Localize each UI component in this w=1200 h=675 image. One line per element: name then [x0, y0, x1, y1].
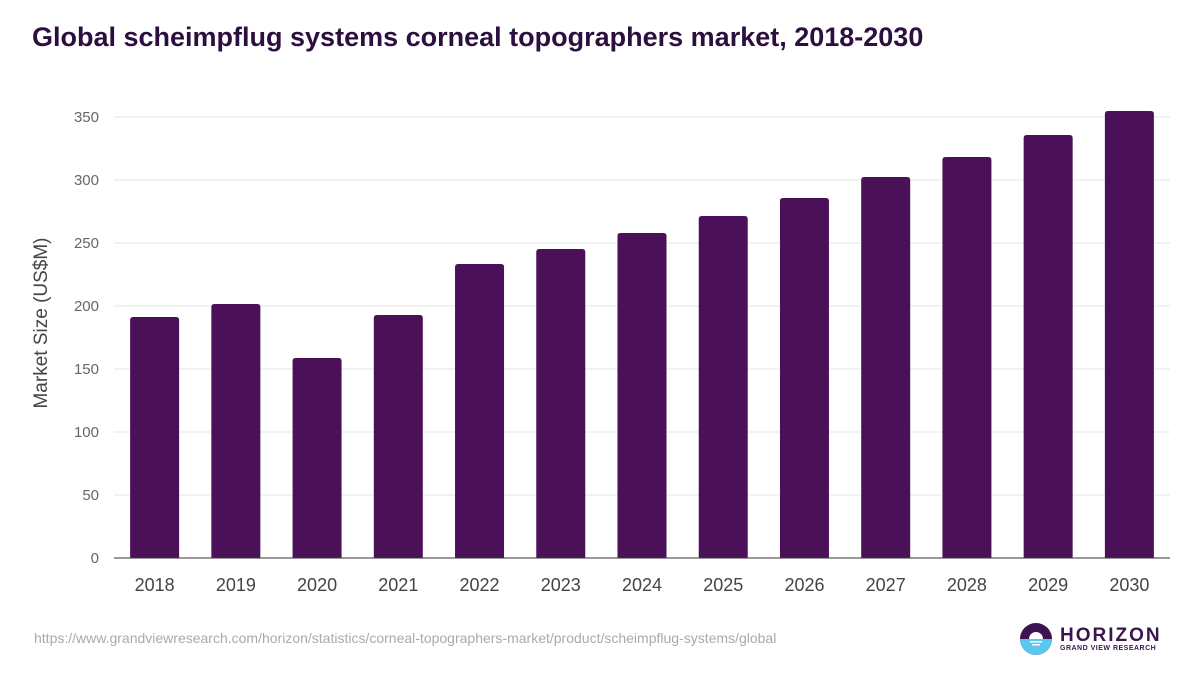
- x-tick-label: 2023: [541, 575, 581, 595]
- y-axis-label: Market Size (US$M): [31, 237, 52, 408]
- logo-name: HORIZON: [1060, 625, 1162, 646]
- x-tick-label: 2020: [297, 575, 337, 595]
- source-url[interactable]: https://www.grandviewresearch.com/horizo…: [34, 630, 777, 646]
- y-tick-label: 200: [74, 298, 99, 315]
- x-tick-label: 2028: [947, 575, 987, 595]
- bar-2030: [1104, 110, 1154, 559]
- bar-2019: [211, 303, 261, 558]
- bar-chart: 0 50 100 150 200 250 300 350 2018 2019 2020 2021 202…: [31, 109, 1170, 595]
- y-tick-label: 350: [74, 109, 99, 126]
- bar-2023: [536, 249, 586, 558]
- bar-2024: [617, 233, 667, 558]
- x-tick-label: 2019: [216, 575, 256, 595]
- x-tick-label: 2030: [1109, 575, 1149, 595]
- bar-2021: [373, 314, 423, 558]
- bar-2022: [455, 264, 505, 558]
- bar-2027: [861, 176, 911, 558]
- bar-2026: [779, 198, 829, 558]
- bar-2020: [292, 358, 342, 558]
- x-tick-label: 2022: [460, 575, 500, 595]
- horizon-logo-icon: [1020, 623, 1052, 655]
- logo-subtitle: GRAND VIEW RESEARCH: [1060, 645, 1157, 652]
- x-tick-label: 2021: [378, 575, 418, 595]
- bar-2025: [698, 216, 748, 558]
- bar-2018: [130, 316, 180, 558]
- y-tick-label: 50: [82, 487, 99, 504]
- x-tick-label: 2029: [1028, 575, 1068, 595]
- chart-title: Global scheimpflug systems corneal topog…: [32, 22, 924, 52]
- y-tick-label: 300: [74, 172, 99, 189]
- x-tick-label: 2026: [784, 575, 824, 595]
- bar-2028: [942, 156, 992, 558]
- bar-2029: [1023, 135, 1073, 558]
- y-tick-label: 0: [91, 550, 99, 567]
- horizon-logo: HORIZON GRAND VIEW RESEARCH: [1020, 623, 1162, 655]
- x-tick-label: 2018: [135, 575, 175, 595]
- y-tick-label: 250: [74, 235, 99, 252]
- x-tick-label: 2024: [622, 575, 662, 595]
- y-tick-label: 150: [74, 361, 99, 378]
- y-tick-label: 100: [74, 424, 99, 441]
- x-tick-label: 2027: [866, 575, 906, 595]
- x-tick-label: 2025: [703, 575, 743, 595]
